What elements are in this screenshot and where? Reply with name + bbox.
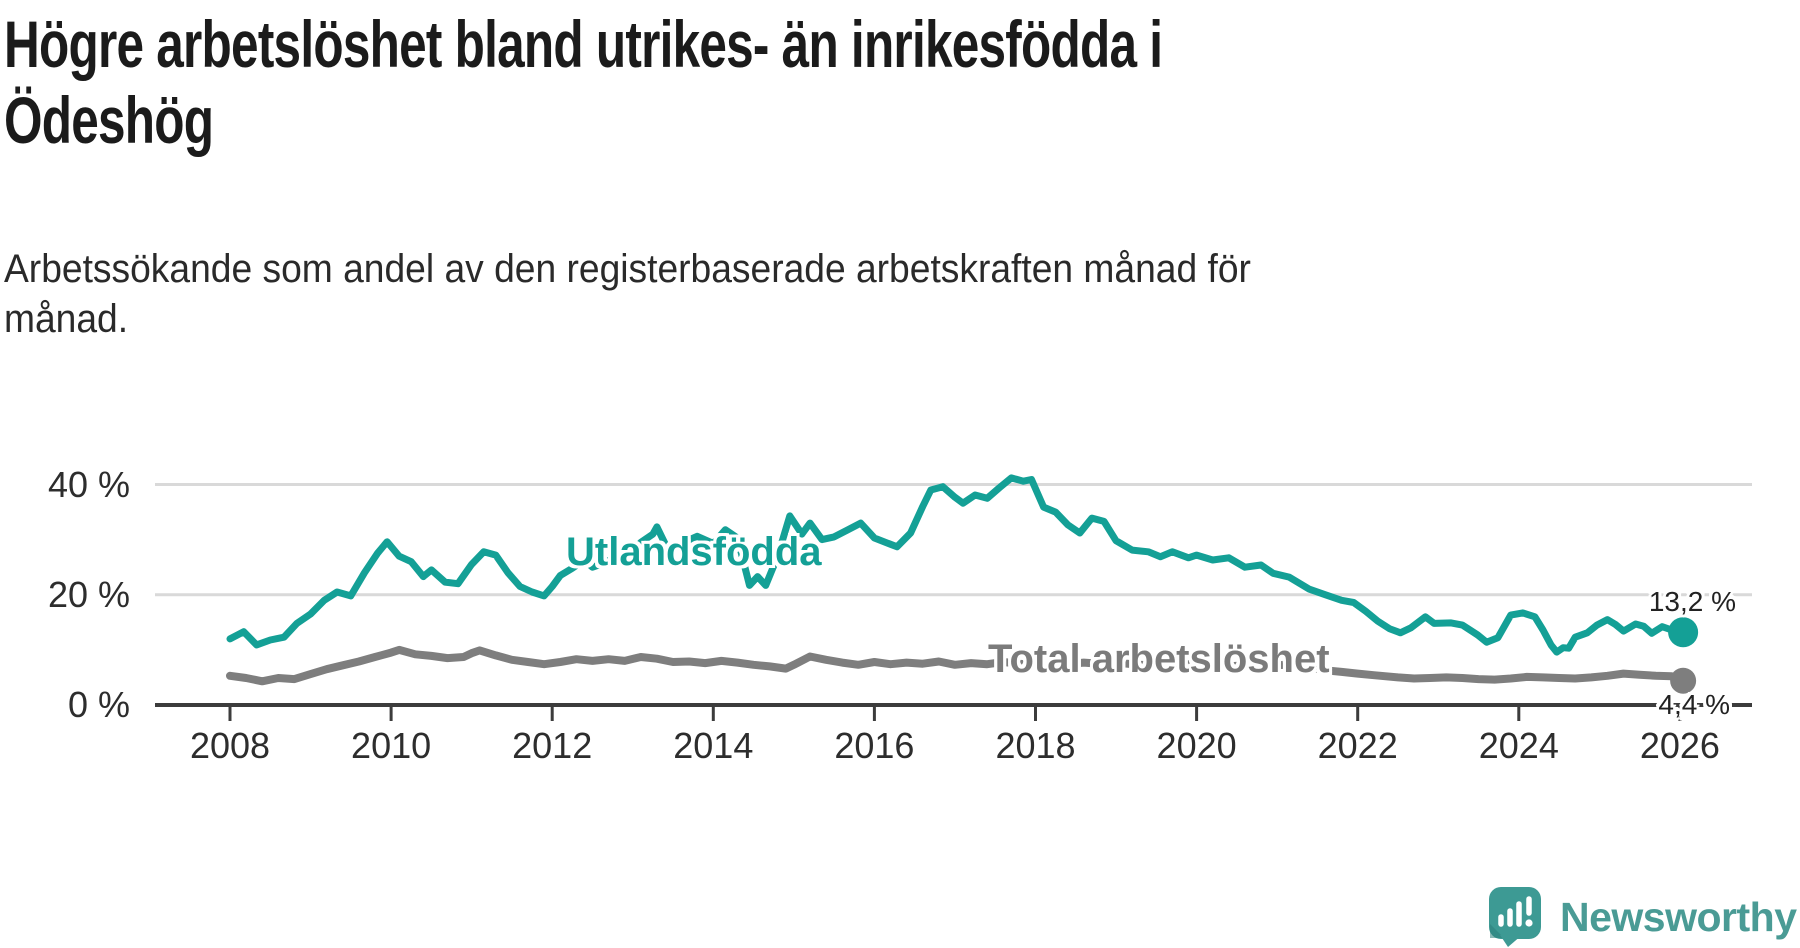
- x-tick-label: 2024: [1478, 725, 1559, 766]
- series-line-utlandsfodda: [226, 474, 1687, 656]
- newsworthy-icon: [1489, 887, 1541, 947]
- newsworthy-wordmark: Newsworthy: [1560, 893, 1797, 940]
- x-tick-label: 2014: [673, 725, 754, 766]
- y-tick-label: 40 %: [47, 463, 130, 505]
- y-tick-label: 20 %: [47, 573, 130, 615]
- x-tick-label: 2022: [1317, 725, 1398, 766]
- series-line-total-arbetsloshet: [226, 645, 1688, 686]
- end-value-label-utlandsfodda: 13,2 %: [1648, 586, 1736, 617]
- x-tick-label: 2026: [1639, 725, 1720, 766]
- x-tick-label: 2018: [995, 725, 1076, 766]
- y-tick-label: 0 %: [67, 684, 130, 725]
- series-end-dot-total-arbetsloshet: [1670, 667, 1697, 694]
- series-end-dot-utlandsfodda: [1668, 617, 1699, 648]
- series-label-total-arbetsloshet: Total arbetslöshet: [988, 637, 1330, 681]
- x-tick-label: 2020: [1156, 725, 1237, 766]
- newsworthy-logo[interactable]: Newsworthy: [1488, 886, 1797, 948]
- chart-subtitle: Arbetssökande som andel av den registerb…: [4, 247, 1251, 341]
- x-tick-label: 2008: [189, 725, 271, 766]
- series-label-utlandsfodda: Utlandsfödda: [566, 530, 822, 574]
- x-tick-label: 2010: [351, 725, 432, 766]
- x-tick-label: 2012: [512, 725, 593, 766]
- x-tick-label: 2016: [834, 725, 915, 766]
- end-value-label-total-arbetsloshet: 4,4 %: [1658, 689, 1730, 720]
- chart-title: Högre arbetslöshet bland utrikes- än inr…: [4, 7, 1163, 157]
